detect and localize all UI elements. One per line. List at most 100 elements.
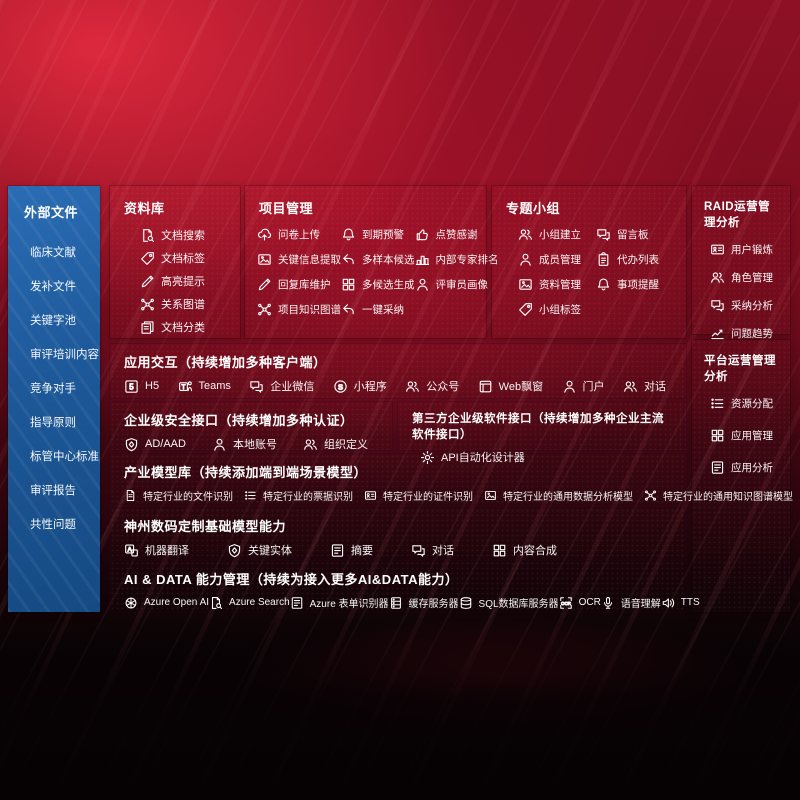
card-icon <box>710 242 725 257</box>
people-icon <box>710 270 725 285</box>
win-icon <box>478 379 493 394</box>
form-icon <box>330 543 345 558</box>
external-files-panel: 外部文件 临床文献 发补文件 关键字池 审评培训内容 竞争对手 指导原则 标管中… <box>8 186 100 612</box>
feature-item: 缓存服务器 <box>389 595 459 610</box>
row-title: 应用交互（持续增加多种客户端） <box>124 355 327 370</box>
docsearch-icon <box>209 596 223 610</box>
feature-item: Azure Open AI <box>124 596 209 610</box>
form-icon <box>710 460 725 475</box>
interaction-items: H5 Teams 企业微信 小程序 <box>124 378 672 394</box>
reply-icon <box>341 252 356 267</box>
row-title: 产业模型库（持续添加端到端场景模型） <box>124 465 368 480</box>
net-icon <box>644 489 657 502</box>
trans-icon <box>124 543 139 558</box>
feature-item: 摘要 <box>330 542 373 558</box>
sidebar-item: 指导原则 <box>30 417 76 429</box>
feature-item: 成员管理 <box>518 252 596 267</box>
feature-item: 应用管理 <box>710 428 778 443</box>
db-icon <box>459 596 473 610</box>
external-files-list: 临床文献 发补文件 关键字池 审评培训内容 竞争对手 指导原则 标管中心标准 审… <box>30 243 99 535</box>
qa-icon <box>710 298 725 313</box>
shield-icon <box>227 543 242 558</box>
project-management-panel: 项目管理 问卷上传 关键信息提取 回复库维护 <box>245 186 499 338</box>
library-panel: 资料库 文档搜索 文档标签 高亮提示 <box>110 186 240 338</box>
form-icon <box>290 596 304 610</box>
group-col-2: 留言板 代办列表 事项提醒 <box>596 227 674 317</box>
project-col-1: 问卷上传 关键信息提取 回复库维护 项目知识图谱 <box>257 227 341 317</box>
feature-item: 问题趋势 <box>710 326 778 341</box>
feature-item: Azure Search <box>209 596 290 610</box>
person-icon <box>518 252 533 267</box>
list-icon <box>244 489 257 502</box>
feature-item: 评审员画像 <box>415 277 499 292</box>
group-col-1: 小组建立 成员管理 资料管理 小组标签 <box>518 227 596 317</box>
server-icon <box>389 596 403 610</box>
pen-icon <box>140 274 155 289</box>
library-items: 文档搜索 文档标签 高亮提示 关系图谱 <box>140 227 228 335</box>
doc-icon <box>124 489 137 502</box>
app-interaction-row: 应用交互（持续增加多种客户端） H5 Teams 企业微信 <box>110 344 686 398</box>
feature-item: 特定行业的票据识别 <box>244 488 353 503</box>
feature-item: 用户锻炼 <box>710 242 778 257</box>
people-icon <box>518 227 533 242</box>
feature-item: 项目知识图谱 <box>257 302 341 317</box>
feature-item: 特定行业的通用数据分析模型 <box>484 488 633 503</box>
feature-item: 语音理解 <box>601 595 661 610</box>
feature-item: 文档搜索 <box>140 227 228 243</box>
h5-icon <box>124 379 139 394</box>
feature-item: 本地账号 <box>212 436 277 452</box>
sidebar-item: 标管中心标准 <box>30 451 99 463</box>
panel-title: 资料库 <box>124 201 165 216</box>
feature-item: 事项提醒 <box>596 277 674 292</box>
ocr-icon <box>559 596 573 610</box>
img-icon <box>257 252 272 267</box>
industry-items: 特定行业的文件识别 特定行业的票据识别 特定行业的证件识别 特定行业的通用数据分… <box>124 488 793 503</box>
docsearch-icon <box>140 228 155 243</box>
base-model-row: 神州数码定制基础模型能力 机器翻译 关键实体 摘要 <box>110 508 686 558</box>
panel-title: RAID运营管理分析 <box>704 201 771 229</box>
row-title: 企业级安全接口（持续增加多种认证） <box>124 413 354 428</box>
platform-analysis-panel: 平台运营管理分析 资源分配 应用管理 应用分析 <box>692 340 790 612</box>
industry-model-row: 产业模型库（持续添加端到端场景模型） 特定行业的文件识别 特定行业的票据识别 特… <box>110 454 793 504</box>
bell-icon <box>596 277 611 292</box>
feature-item: H5 <box>124 379 159 394</box>
spk-icon <box>661 596 675 610</box>
feature-item: 对话 <box>411 542 454 558</box>
person-icon <box>562 379 577 394</box>
sidebar-item: 关键字池 <box>30 315 76 327</box>
net-icon <box>140 297 155 312</box>
feature-item: Web飘窗 <box>478 378 543 394</box>
feature-item: 多样本候选 <box>341 252 415 267</box>
feature-item: Teams <box>178 379 231 394</box>
sidebar-item: 审评培训内容 <box>30 349 99 361</box>
feature-item: 多候选生成 <box>341 277 415 292</box>
feature-item: 关键实体 <box>227 542 292 558</box>
qa-icon <box>596 227 611 242</box>
feature-item: 采纳分析 <box>710 298 778 313</box>
topic-group-panel: 专题小组 小组建立 成员管理 资料管理 <box>492 186 686 338</box>
feature-item: 文档标签 <box>140 250 228 266</box>
feature-item: 代办列表 <box>596 252 674 267</box>
feature-item: 小组标签 <box>518 302 596 317</box>
feature-item: 资料管理 <box>518 277 596 292</box>
panel-title: 平台运营管理分析 <box>704 355 776 383</box>
feature-item: Azure 表单识别器 <box>290 595 389 610</box>
bell-icon <box>341 227 356 242</box>
background-bottom-shade <box>0 618 800 800</box>
feature-item: 特定行业的通用知识图谱模型 <box>644 488 793 503</box>
ai-data-row: AI & DATA 能力管理（持续为接入更多AI&DATA能力） Azure O… <box>110 561 700 612</box>
feature-item: 内容合成 <box>492 542 557 558</box>
project-col-2: 到期预警 多样本候选 多候选生成 一键采纳 <box>341 227 415 317</box>
mic-icon <box>601 596 615 610</box>
panel-title: 外部文件 <box>24 205 79 220</box>
feature-item: 文档分类 <box>140 319 228 335</box>
copy-icon <box>140 320 155 335</box>
feature-item: SQL数据库服务器 <box>459 595 559 610</box>
sidebar-item: 竞争对手 <box>30 383 76 395</box>
feature-item: 高亮提示 <box>140 273 228 289</box>
people-icon <box>405 379 420 394</box>
feature-item: 对话 <box>623 378 666 394</box>
panel-title: 专题小组 <box>506 201 561 216</box>
reply-icon <box>341 302 356 317</box>
img-icon <box>484 489 497 502</box>
